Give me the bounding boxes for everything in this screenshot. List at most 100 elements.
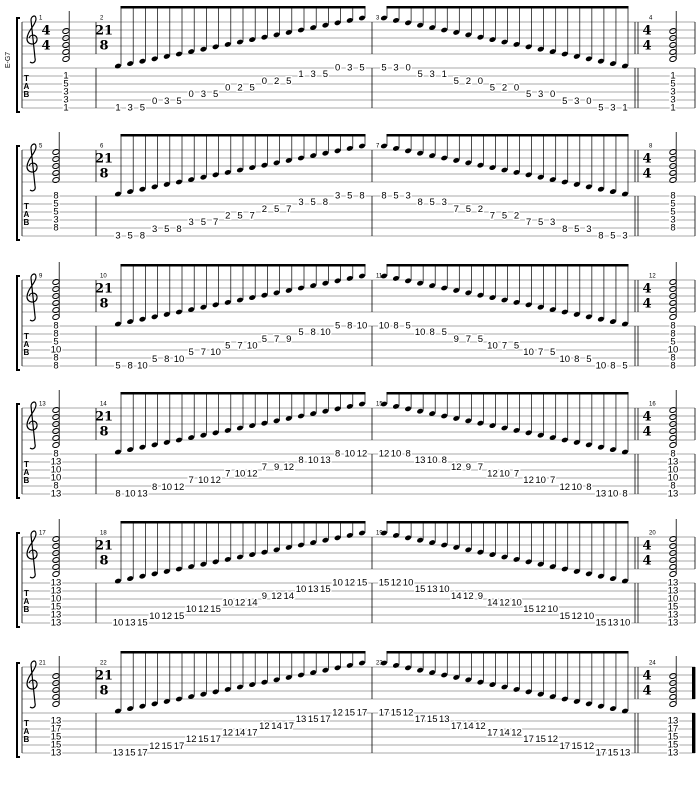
time-bottom: 4 bbox=[41, 39, 50, 54]
tab-fret: 5 bbox=[562, 96, 567, 107]
tab-fret: 12 bbox=[584, 741, 595, 752]
tab-fret: 15 bbox=[572, 741, 583, 752]
note-head bbox=[621, 449, 629, 455]
tab-fret: 15 bbox=[668, 740, 679, 751]
note-head bbox=[477, 292, 484, 298]
tab-fret: 9 bbox=[478, 591, 483, 602]
time-top: 4 bbox=[41, 24, 50, 39]
note-head bbox=[273, 547, 280, 553]
note-head bbox=[249, 552, 256, 558]
note-head bbox=[573, 181, 580, 187]
tab-fret: 8 bbox=[670, 481, 675, 492]
tab-fret: 5 bbox=[550, 347, 555, 358]
tab-fret: 8 bbox=[418, 197, 423, 208]
tab-fret: 13 bbox=[51, 716, 62, 727]
tab-fret: 15 bbox=[608, 748, 619, 759]
time-top: 21 bbox=[95, 410, 113, 425]
time-bottom: 8 bbox=[99, 167, 108, 182]
tab-fret: 2 bbox=[514, 211, 519, 222]
note-head bbox=[114, 578, 122, 584]
note-head bbox=[139, 703, 146, 709]
tab-fret: 8 bbox=[152, 482, 157, 493]
tab-fret: 3 bbox=[63, 95, 68, 106]
tab-fret: 12 bbox=[572, 611, 583, 622]
note-head bbox=[285, 287, 292, 293]
note-head bbox=[429, 25, 436, 31]
tab-fret: 10 bbox=[499, 469, 510, 480]
note-head bbox=[212, 689, 219, 695]
tab-fret: 13 bbox=[668, 618, 679, 629]
treble-clef bbox=[26, 401, 38, 450]
tab-fret: 13 bbox=[320, 455, 331, 466]
tab-fret: 5 bbox=[393, 191, 398, 202]
tab-fret: 13 bbox=[668, 457, 679, 468]
tab-fret: 8 bbox=[442, 455, 447, 466]
tab-fret: 7 bbox=[550, 475, 555, 486]
note-head bbox=[392, 145, 400, 151]
note-head bbox=[224, 427, 231, 433]
note-head bbox=[358, 273, 366, 279]
tab-fret: 10 bbox=[174, 354, 185, 365]
tab-fret: 3 bbox=[189, 217, 194, 228]
note-head bbox=[200, 691, 207, 697]
time-bottom: 4 bbox=[642, 684, 651, 699]
tab-fret: 7 bbox=[514, 469, 519, 480]
note-head bbox=[163, 439, 170, 445]
tab-fret: 15 bbox=[596, 618, 607, 629]
note-head bbox=[127, 706, 134, 712]
tab-fret: 7 bbox=[262, 462, 267, 473]
tab-fret: 13 bbox=[668, 748, 679, 759]
note-head bbox=[114, 708, 122, 714]
tab-fret: 15 bbox=[125, 748, 136, 759]
tab-fret: 13 bbox=[608, 618, 619, 629]
tab-fret: 8 bbox=[610, 361, 615, 372]
note-head bbox=[429, 153, 436, 159]
tab-fret: 3 bbox=[442, 197, 447, 208]
tab-fret: 5 bbox=[311, 197, 316, 208]
tab-fret: 5 bbox=[298, 327, 303, 338]
note-head bbox=[417, 280, 424, 286]
tab-fret: 14 bbox=[247, 598, 258, 609]
tab-fret: 5 bbox=[405, 321, 410, 332]
note-head bbox=[212, 172, 219, 178]
tab-fret: 10 bbox=[668, 594, 679, 605]
tab-label: TAB bbox=[22, 74, 31, 98]
note-head bbox=[358, 530, 366, 536]
tab-fret: 10 bbox=[415, 327, 426, 338]
note-head bbox=[297, 285, 305, 291]
note-head bbox=[597, 316, 605, 322]
tab-fret: 13 bbox=[668, 610, 679, 621]
time-bottom: 8 bbox=[99, 39, 108, 54]
time-top: 21 bbox=[95, 152, 113, 167]
note-head bbox=[380, 15, 388, 21]
note-head bbox=[163, 311, 170, 317]
bracket bbox=[16, 403, 20, 499]
note-head bbox=[477, 549, 484, 555]
tab-label: TAB bbox=[22, 589, 31, 613]
note-head bbox=[549, 564, 556, 570]
note-head bbox=[441, 27, 448, 33]
note-head bbox=[236, 425, 244, 431]
tab-fret: 2 bbox=[262, 204, 267, 215]
time-top: 4 bbox=[642, 410, 651, 425]
tab-fret: 15 bbox=[345, 708, 356, 719]
tab-fret: 5 bbox=[502, 211, 507, 222]
note-head bbox=[273, 290, 280, 296]
tab-fret: 10 bbox=[584, 611, 595, 622]
tab-fret: 0 bbox=[189, 89, 194, 100]
tab-fret: 9 bbox=[274, 462, 279, 473]
tuning-label: E-G7 bbox=[5, 52, 12, 68]
tab-fret: 12 bbox=[210, 475, 221, 486]
note-head bbox=[525, 559, 532, 565]
note-head bbox=[549, 177, 556, 183]
tab-fret: 10 bbox=[403, 578, 414, 589]
note-head bbox=[334, 20, 341, 26]
tab-fret: 7 bbox=[250, 211, 255, 222]
note-head bbox=[477, 34, 484, 40]
tab-fret: 12 bbox=[235, 598, 246, 609]
tab-fret: 7 bbox=[237, 341, 242, 352]
tab-fret: 8 bbox=[430, 327, 435, 338]
tab-fret: 10 bbox=[332, 578, 343, 589]
measure-number: 5 bbox=[39, 144, 43, 150]
